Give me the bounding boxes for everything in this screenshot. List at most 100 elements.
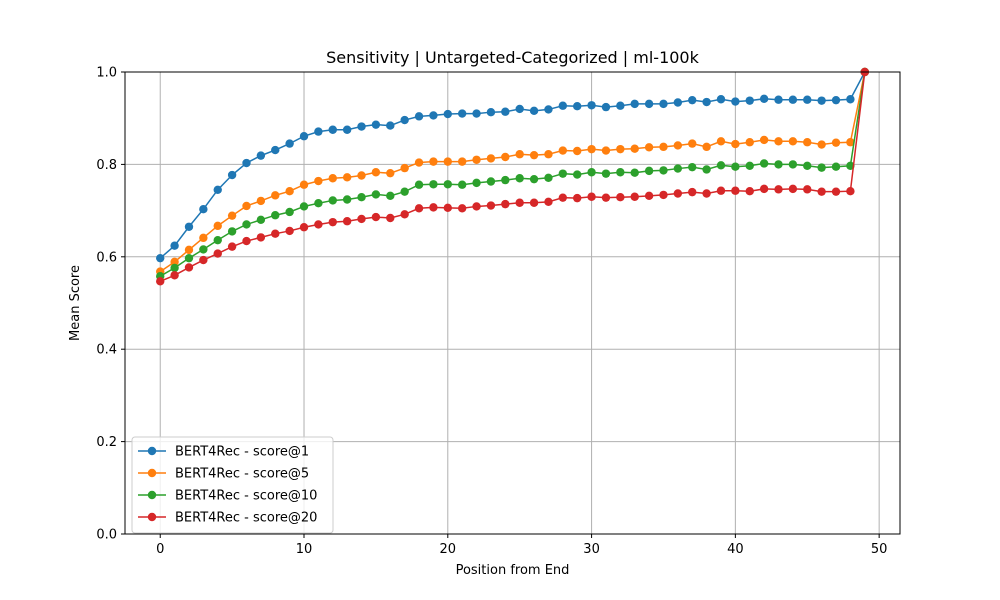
data-point — [371, 212, 381, 222]
data-point — [846, 95, 855, 104]
y-axis-label: Mean Score — [68, 265, 83, 341]
data-point — [472, 178, 481, 188]
data-point — [486, 201, 496, 210]
data-point — [774, 185, 783, 194]
data-point — [803, 185, 812, 194]
x-axis-label: Position from End — [456, 563, 570, 578]
data-point — [558, 146, 568, 155]
series-1 — [156, 67, 869, 263]
data-point — [702, 142, 711, 152]
data-point — [630, 144, 639, 153]
data-point — [414, 204, 424, 213]
data-point — [716, 137, 726, 146]
plot-frame — [124, 71, 901, 535]
data-point — [644, 99, 654, 109]
data-point — [731, 139, 740, 149]
data-point — [328, 174, 337, 183]
data-point — [371, 168, 381, 177]
data-point — [688, 162, 697, 172]
data-point — [501, 107, 510, 116]
data-point — [515, 104, 524, 114]
data-point — [184, 263, 194, 272]
data-point — [587, 168, 596, 177]
data-point — [213, 185, 222, 195]
y-tick-label: 0.0 — [96, 528, 117, 543]
data-point — [745, 186, 754, 196]
data-point — [587, 192, 596, 201]
data-point — [342, 217, 352, 226]
data-point — [299, 132, 309, 141]
data-point — [759, 184, 769, 194]
data-point — [601, 193, 611, 202]
data-point — [745, 138, 754, 147]
data-point — [156, 277, 165, 286]
data-point — [371, 120, 381, 129]
data-point — [659, 166, 668, 175]
data-point — [156, 253, 165, 263]
data-point — [271, 229, 280, 238]
data-point — [386, 191, 395, 201]
data-point — [515, 174, 524, 183]
data-point — [299, 202, 309, 211]
data-point — [170, 241, 179, 250]
series-4 — [156, 67, 869, 286]
legend-label: BERT4Rec - score@1 — [175, 445, 309, 460]
data-point — [558, 101, 568, 110]
x-tick-label: 20 — [440, 542, 457, 557]
data-point — [788, 137, 798, 146]
data-point — [817, 163, 826, 172]
legend-entry: BERT4Rec - score@1 — [138, 445, 309, 460]
x-tick-label: 50 — [871, 542, 888, 557]
data-point — [429, 111, 438, 120]
data-point — [227, 242, 237, 251]
data-point — [357, 122, 366, 131]
data-point — [788, 184, 798, 194]
data-point — [357, 193, 366, 202]
data-point — [644, 191, 654, 201]
data-point — [342, 173, 352, 182]
data-point — [328, 125, 337, 134]
data-point — [256, 196, 266, 206]
data-point — [846, 138, 855, 147]
data-point — [831, 187, 841, 196]
data-point — [285, 207, 294, 217]
data-point — [184, 253, 194, 263]
data-point — [213, 221, 222, 231]
series-layer — [156, 67, 869, 286]
data-point — [443, 203, 452, 213]
data-point — [400, 210, 409, 219]
data-point — [501, 152, 510, 162]
data-point — [630, 168, 639, 177]
data-point — [414, 180, 424, 189]
data-point — [529, 198, 539, 207]
data-point — [457, 180, 467, 189]
data-point — [731, 186, 740, 195]
data-point — [659, 99, 668, 109]
data-point — [501, 175, 510, 185]
data-point — [788, 160, 798, 169]
data-point — [616, 193, 625, 202]
data-point — [342, 125, 352, 134]
legend: BERT4Rec - score@1 BERT4Rec - score@5 BERT… — [131, 436, 334, 534]
data-point — [716, 186, 726, 195]
legend-swatch-marker — [147, 468, 157, 478]
data-point — [472, 109, 481, 118]
data-point — [285, 186, 294, 196]
data-point — [745, 161, 754, 170]
data-point — [256, 215, 266, 225]
y-tick-label: 0.4 — [96, 343, 117, 358]
data-point — [386, 121, 395, 130]
data-point — [774, 137, 783, 146]
data-point — [443, 109, 452, 119]
data-point — [817, 96, 826, 105]
data-point — [213, 235, 222, 245]
data-point — [386, 213, 395, 223]
data-point — [472, 202, 481, 211]
data-point — [673, 141, 683, 150]
data-point — [486, 154, 496, 163]
data-point — [529, 106, 539, 116]
data-point — [558, 169, 568, 178]
data-point — [357, 214, 366, 224]
data-point — [486, 177, 496, 186]
data-point — [199, 233, 208, 243]
